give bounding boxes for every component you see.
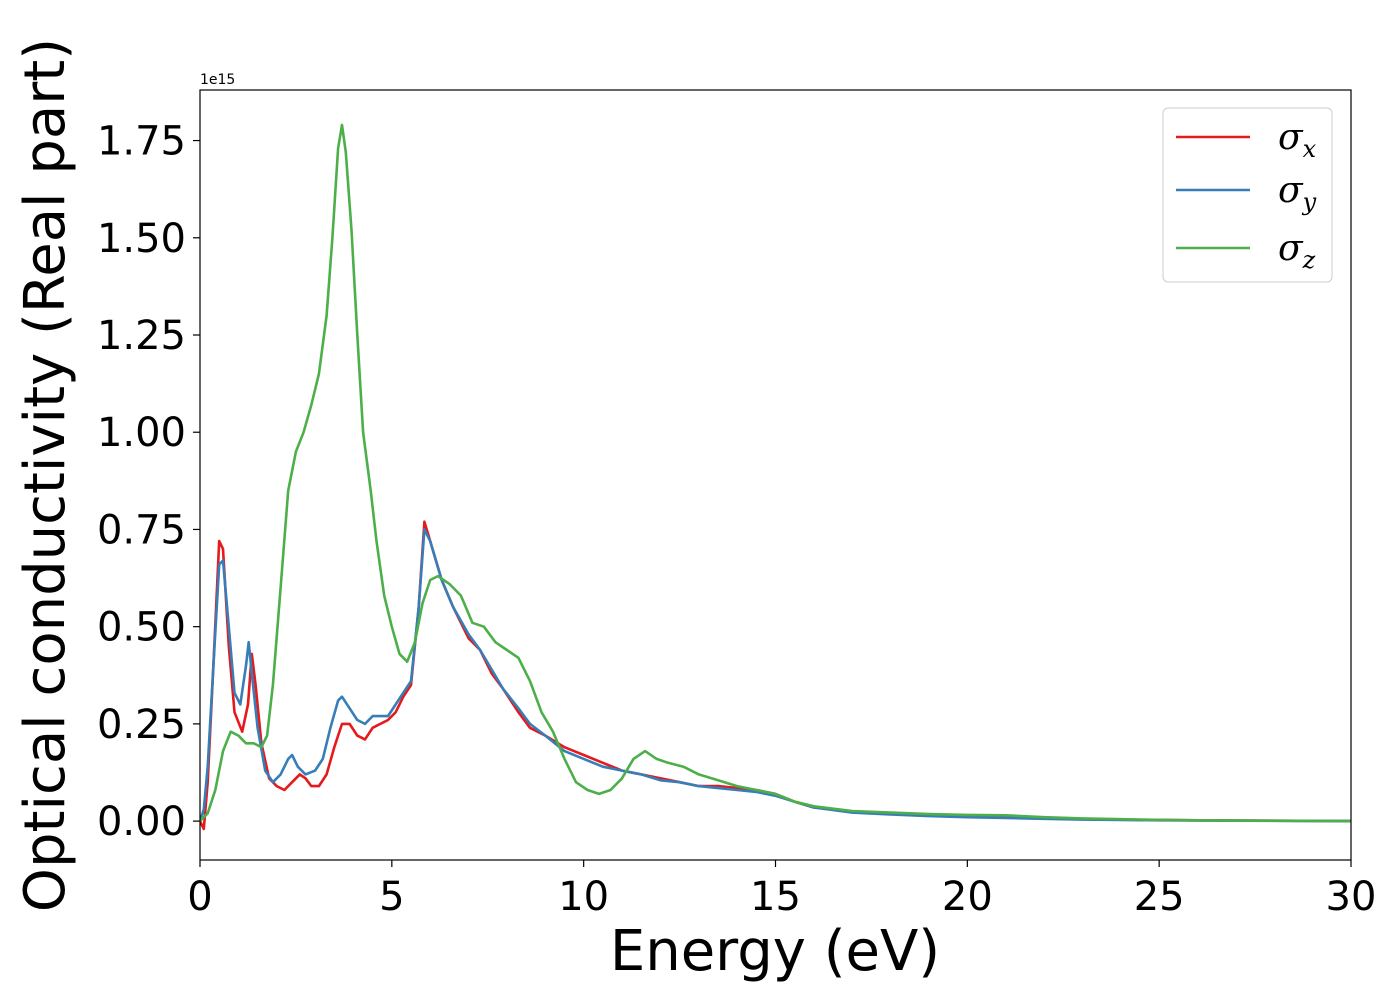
legend-box (1162, 107, 1333, 283)
plot-area (199, 89, 1352, 861)
y-tick-label: 0.00 (97, 799, 186, 845)
y-tick-label: 0.25 (97, 702, 186, 748)
x-tick-label: 5 (379, 874, 404, 920)
y-axis: 0.00 0.25 0.50 0.75 1.00 1.25 1.50 1.75 (97, 119, 200, 845)
x-tick-label: 10 (558, 874, 609, 920)
x-tick-label: 20 (942, 874, 993, 920)
y-tick-label: 1.75 (97, 119, 186, 165)
y-axis-title: Optical conductivity (Real part) (13, 38, 78, 912)
x-tick-label: 30 (1326, 874, 1377, 920)
x-tick-label: 0 (187, 874, 212, 920)
y-tick-label: 1.50 (97, 216, 186, 262)
x-tick-label: 15 (750, 874, 801, 920)
x-axis-title: Energy (eV) (610, 919, 940, 984)
y-tick-label: 1.25 (97, 313, 186, 359)
y-offset-label: 1e15 (200, 72, 235, 88)
series-layer (200, 123, 1351, 831)
x-tick-label: 25 (1134, 874, 1185, 920)
y-tick-label: 0.75 (97, 507, 186, 553)
y-tick-label: 0.50 (97, 605, 186, 651)
series-line-z (200, 123, 1351, 823)
y-tick-label: 1.00 (97, 410, 186, 456)
x-axis: 0 5 10 15 20 25 30 (187, 860, 1376, 920)
